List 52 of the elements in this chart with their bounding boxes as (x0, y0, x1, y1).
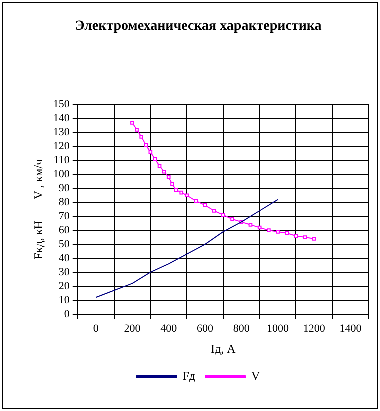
y-tick-label: 50 (58, 238, 70, 250)
y-tick-label: 110 (54, 154, 70, 167)
legend-label: Fд (182, 369, 196, 384)
y-tick-label: 70 (58, 210, 70, 222)
y-tick-label: 60 (58, 224, 70, 236)
point (166, 176, 171, 180)
point (140, 135, 144, 139)
y-tick-label: 90 (58, 182, 70, 195)
y-tick-label: 30 (58, 266, 70, 278)
y-tick-label: 40 (58, 252, 70, 264)
point (180, 190, 184, 195)
point (248, 223, 253, 227)
y-tick-label: 20 (58, 280, 70, 292)
point (185, 194, 189, 198)
point (135, 128, 139, 132)
point (312, 237, 316, 241)
point (294, 234, 298, 238)
y-tick-label: 10 (58, 294, 70, 306)
point (222, 213, 226, 218)
point (230, 217, 234, 222)
point (144, 143, 148, 148)
point (212, 209, 216, 213)
point (285, 231, 290, 236)
x-tick-label: 1400 (340, 322, 362, 335)
y-tick-label: 120 (53, 140, 70, 153)
y-tick-label: 150 (53, 98, 70, 111)
point (162, 170, 166, 174)
y-tick-label: 140 (53, 112, 70, 125)
x-tick-label: 1200 (303, 322, 326, 335)
point (194, 199, 198, 204)
legend-label: V (252, 369, 261, 384)
point (130, 121, 134, 125)
point (170, 182, 174, 186)
x-axis-title: Iд, А (211, 342, 236, 356)
y-axis-title: Fкд, кН V , км/ч (31, 159, 46, 260)
y-tick-label: 80 (58, 196, 70, 209)
x-tick-label: 600 (197, 322, 214, 335)
x-tick-label: 800 (233, 322, 250, 335)
x-tick-label: 1000 (267, 322, 290, 335)
y-tick-label: 100 (53, 168, 70, 181)
point (203, 203, 208, 208)
x-tick-label: 400 (160, 322, 178, 335)
y-tick-label: 130 (53, 126, 70, 139)
point (258, 226, 262, 230)
point (303, 236, 308, 240)
chart-title: Электромеханическая характеристика (75, 19, 322, 34)
x-tick-label: 200 (124, 322, 142, 335)
point (174, 188, 178, 192)
point (267, 228, 271, 232)
point (276, 230, 280, 234)
y-tick-label: 0 (64, 308, 70, 320)
x-tick-label: 0 (93, 322, 100, 335)
